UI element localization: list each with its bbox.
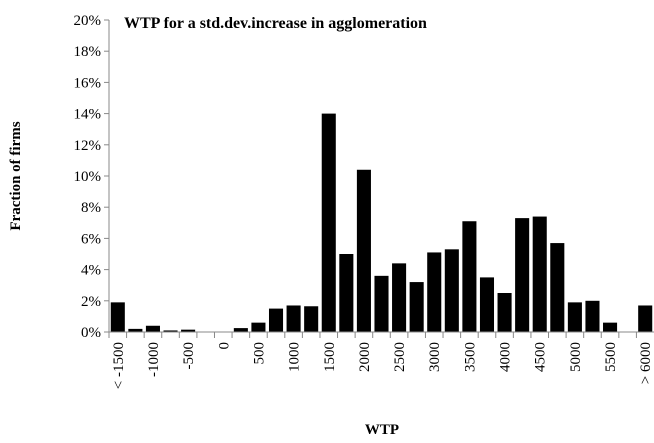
bar <box>532 216 547 332</box>
bar <box>286 305 301 332</box>
x-tick-label: < -1500 <box>111 342 127 389</box>
x-tick-label: 5000 <box>568 342 584 372</box>
x-tick-label: -500 <box>181 342 197 370</box>
bar <box>585 300 600 332</box>
y-tick-label: 0% <box>81 325 101 341</box>
bar <box>409 282 424 332</box>
bar <box>444 249 459 332</box>
bar <box>128 328 143 332</box>
bar <box>110 302 125 332</box>
y-tick-label: 2% <box>81 294 101 310</box>
y-tick-label: 6% <box>81 231 101 247</box>
bar <box>427 252 442 332</box>
y-tick-label: 8% <box>81 200 101 216</box>
bar <box>304 306 319 332</box>
x-tick-label: 5500 <box>603 342 619 372</box>
y-tick-label: 14% <box>74 107 102 123</box>
y-tick-label: 10% <box>74 169 102 185</box>
x-tick-label: 2500 <box>392 342 408 372</box>
bar <box>515 218 530 332</box>
bar <box>251 322 266 332</box>
bar <box>550 243 565 332</box>
bar <box>233 328 248 332</box>
bar <box>181 329 196 332</box>
y-tick-label: 20% <box>74 13 102 29</box>
x-tick-label: 4500 <box>533 342 549 372</box>
bar <box>321 113 336 332</box>
x-tick-label: 0 <box>216 342 232 350</box>
y-tick-label: 18% <box>74 44 102 60</box>
bar <box>268 308 284 332</box>
x-tick-label: 1500 <box>322 342 338 372</box>
bar <box>603 322 618 332</box>
x-tick-label: > 6000 <box>638 342 654 384</box>
x-tick-label: 4000 <box>498 342 514 372</box>
bar <box>567 302 582 332</box>
bar <box>479 277 495 332</box>
x-tick-label: 1000 <box>287 342 303 372</box>
x-axis-label: WTP <box>365 422 399 438</box>
y-tick-label: 4% <box>81 263 101 279</box>
chart-title: WTP for a std.dev.increase in agglomerat… <box>124 15 427 32</box>
x-tick-label: 2000 <box>357 342 373 372</box>
y-axis-label: Fraction of firms <box>8 121 24 230</box>
x-tick-label: 500 <box>251 342 267 365</box>
x-tick-label: -1000 <box>146 342 162 377</box>
bar <box>374 275 389 332</box>
bar <box>638 305 653 332</box>
y-tick-label: 12% <box>74 138 102 154</box>
bar <box>163 330 178 332</box>
bar <box>339 254 354 332</box>
bar <box>145 325 160 332</box>
y-tick-label: 16% <box>74 75 102 91</box>
bar <box>497 293 512 332</box>
bar <box>392 263 407 332</box>
x-tick-label: 3500 <box>462 342 478 372</box>
bar <box>462 221 477 332</box>
bar <box>356 169 371 332</box>
x-tick-label: 3000 <box>427 342 443 372</box>
